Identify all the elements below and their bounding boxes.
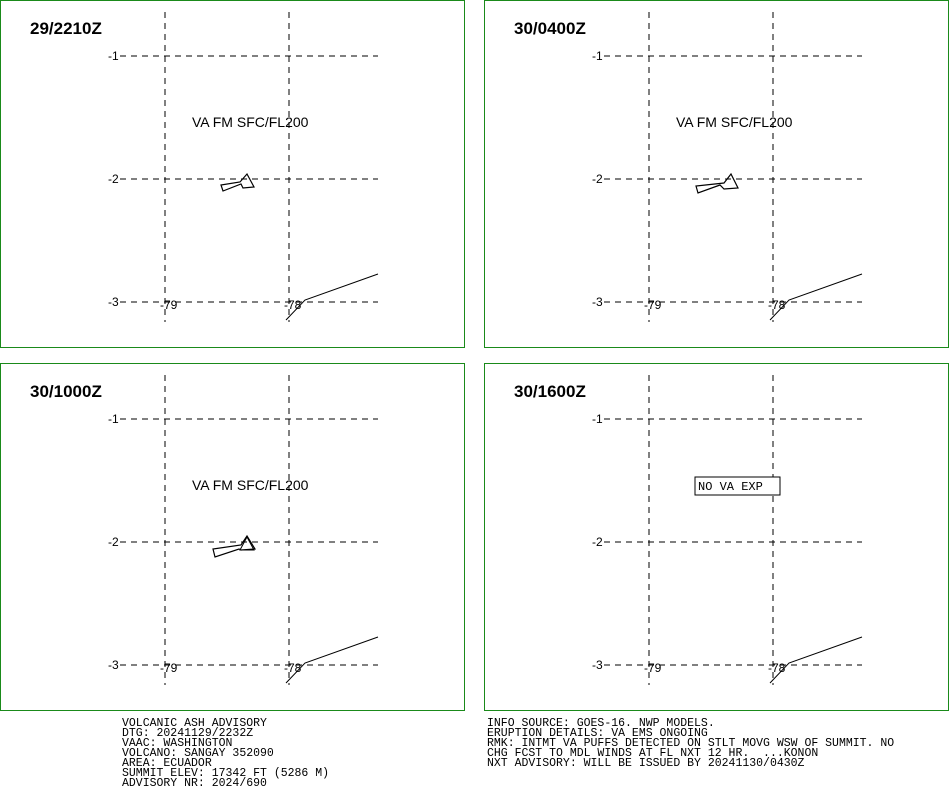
panel: 30/1000Z -79 -78 -1 -2 -3 VA FM SFC/FL200 — [0, 363, 465, 711]
va-annotation: VA FM SFC/FL200 — [192, 114, 309, 130]
panel-frame — [484, 363, 949, 711]
panel: 29/2210Z -79 -78 -1 -2 -3 VA FM SFC/FL200 — [0, 0, 465, 348]
panel-frame — [484, 0, 949, 348]
panel-time: 30/0400Z — [514, 19, 586, 38]
panel-time: 30/1000Z — [30, 382, 102, 401]
va-annotation: NO VA EXP — [698, 480, 763, 494]
lon-label: -78 — [768, 661, 786, 675]
ash-area — [220, 172, 255, 192]
lat-label: -2 — [592, 172, 603, 186]
footer-line: AREA: ECUADOR — [122, 757, 212, 770]
panel: 30/0400Z -79 -78 -1 -2 -3 VA FM SFC/FL200 — [484, 0, 949, 348]
panel: 30/1600Z -79 -78 -1 -2 -3 NO VA EXP — [239, 363, 949, 711]
lat-label: -2 — [108, 172, 119, 186]
panel-time: 30/1600Z — [514, 382, 586, 401]
panel-frame — [0, 0, 465, 348]
panel-frame — [0, 363, 465, 711]
lat-label: -2 — [592, 535, 603, 549]
lat-label: -3 — [108, 658, 119, 672]
footer-line: INFO SOURCE: GOES-16. NWP MODELS. — [487, 717, 715, 730]
lon-label: -78 — [768, 298, 786, 312]
va-annotation: VA FM SFC/FL200 — [676, 114, 793, 130]
ash-area — [695, 172, 739, 194]
footer-line: DTG: 20241129/2232Z — [122, 727, 253, 740]
footer-line: VAAC: WASHINGTON — [122, 737, 232, 750]
lon-label: -78 — [284, 298, 302, 312]
coastline — [285, 273, 379, 321]
footer-line: VOLCANIC ASH ADVISORY — [122, 717, 267, 730]
lat-label: -1 — [592, 412, 603, 426]
footer-line: NXT ADVISORY: WILL BE ISSUED BY 20241130… — [487, 757, 805, 770]
panel-time: 29/2210Z — [30, 19, 102, 38]
coastline — [769, 636, 863, 684]
lon-label: -79 — [160, 661, 178, 675]
volcano-mark — [239, 535, 255, 551]
annotation-box — [694, 476, 781, 496]
footer-line: SUMMIT ELEV: 17342 FT (5286 M) — [122, 767, 329, 780]
coastline — [769, 273, 863, 321]
lat-label: -3 — [592, 658, 603, 672]
footer-line: CHG FCST TO MDL WINDS AT FL NXT 12 HR. .… — [487, 747, 818, 760]
coastline — [285, 636, 379, 684]
lat-label: -2 — [108, 535, 119, 549]
footer-line: ADVISORY NR: 2024/690 — [122, 777, 267, 790]
va-annotation: VA FM SFC/FL200 — [192, 477, 309, 493]
lon-label: -79 — [644, 661, 662, 675]
lat-label: -1 — [108, 49, 119, 63]
lon-label: -79 — [160, 298, 178, 312]
lon-label: -78 — [284, 661, 302, 675]
footer-line: ERUPTION DETAILS: VA EMS ONGOING — [487, 727, 708, 740]
lat-label: -1 — [108, 412, 119, 426]
lat-label: -1 — [592, 49, 603, 63]
footer-line: VOLCANO: SANGAY 352090 — [122, 747, 274, 760]
lon-label: -79 — [644, 298, 662, 312]
footer-line: RMK: INTMT VA PUFFS DETECTED ON STLT MOV… — [487, 737, 894, 750]
lat-label: -3 — [108, 295, 119, 309]
lat-label: -3 — [592, 295, 603, 309]
